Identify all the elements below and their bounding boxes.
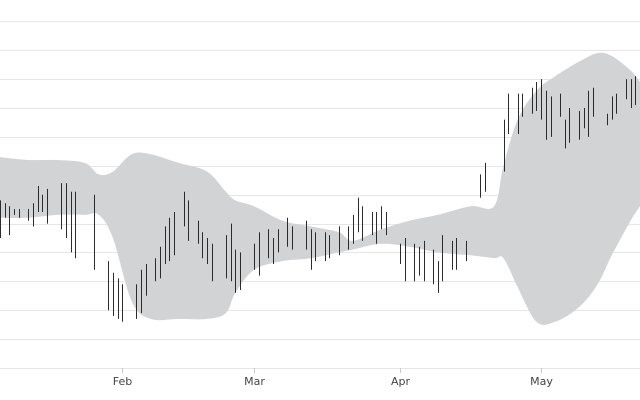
x-axis: Feb Mar Apr May [113, 368, 553, 388]
bollinger-band [0, 52, 640, 325]
x-tick-label: Apr [391, 375, 411, 388]
x-tick-label: May [530, 375, 553, 388]
ohlc-bars [0, 76, 636, 322]
x-tick-label: Feb [113, 375, 132, 388]
x-tick-label: Mar [244, 375, 265, 388]
